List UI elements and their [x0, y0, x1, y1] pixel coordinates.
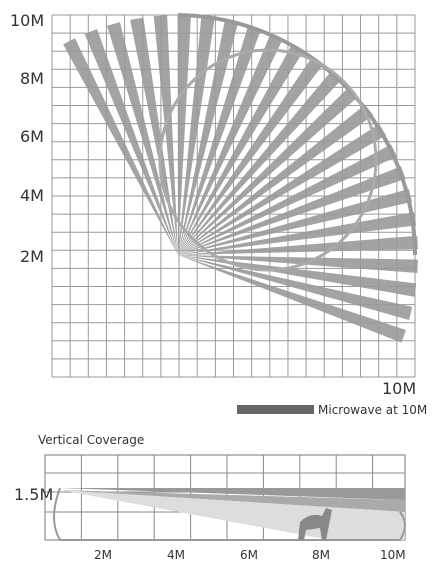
x-label: 4M — [167, 548, 185, 562]
beam — [153, 15, 178, 256]
x-label: 8M — [312, 548, 330, 562]
x-label: 2M — [94, 548, 112, 562]
y-label: 6M — [20, 127, 44, 146]
beam — [178, 255, 406, 343]
beam — [178, 43, 304, 256]
beam — [178, 25, 261, 256]
beam — [178, 123, 387, 255]
beam — [178, 16, 215, 255]
x-label: 10M — [382, 379, 416, 398]
beam — [107, 22, 178, 255]
x-label: 10M — [380, 548, 406, 562]
bottom-title: Vertical Coverage — [38, 433, 144, 447]
beam — [178, 86, 359, 255]
beam — [178, 104, 374, 255]
y-label: 10M — [10, 11, 44, 30]
beam — [178, 144, 397, 255]
beam — [178, 56, 324, 256]
y-label: 2M — [20, 247, 44, 266]
upper-beam — [60, 488, 405, 500]
beam — [63, 38, 178, 256]
beam — [178, 255, 418, 274]
beam — [84, 29, 178, 256]
beam — [178, 255, 413, 320]
beam — [178, 33, 283, 255]
coverage-arc — [177, 13, 417, 256]
dog-icon — [298, 508, 332, 540]
beam — [178, 19, 239, 255]
y-label: 1.5M — [14, 485, 53, 504]
vertical-outline — [53, 487, 406, 541]
beam — [177, 15, 191, 256]
horizontal-coverage-fan — [63, 15, 418, 343]
legend-swatch — [237, 405, 314, 414]
beam — [178, 70, 342, 256]
microwave-outline — [158, 48, 378, 272]
beam — [178, 166, 406, 255]
y-label: 8M — [20, 69, 44, 88]
beam — [178, 188, 413, 255]
beam — [178, 235, 418, 255]
y-label: 4M — [20, 186, 44, 205]
x-label: 6M — [240, 548, 258, 562]
legend-label: Microwave at 10M — [318, 403, 427, 417]
